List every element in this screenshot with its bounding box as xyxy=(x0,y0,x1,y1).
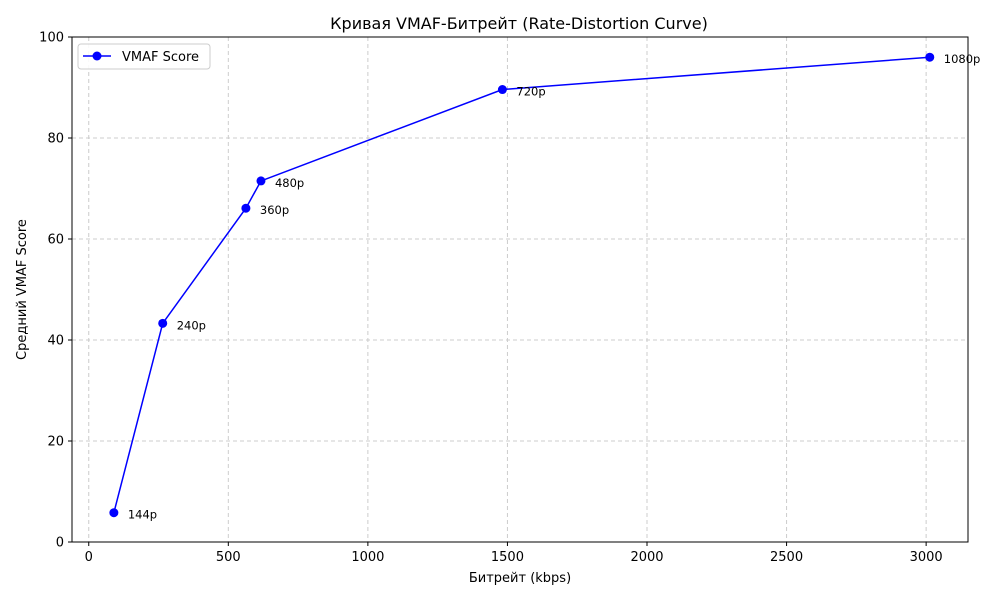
point-label: 1080p xyxy=(944,52,981,66)
x-tick-label: 500 xyxy=(216,550,241,565)
y-axis-ticks: 0 20 40 60 80 100 xyxy=(39,31,72,551)
point-label: 144p xyxy=(128,508,157,522)
legend: VMAF Score xyxy=(77,43,211,70)
point-label: 480p xyxy=(275,176,304,190)
series-vmaf-score xyxy=(109,52,935,518)
data-point xyxy=(109,508,119,518)
data-point xyxy=(925,52,935,62)
y-tick-label: 40 xyxy=(47,334,64,349)
y-tick-label: 0 xyxy=(56,536,64,551)
chart-title: Кривая VMAF-Битрейт (Rate-Distortion Cur… xyxy=(330,14,708,33)
y-tick-label: 20 xyxy=(47,435,64,450)
x-axis-label: Битрейт (kbps) xyxy=(469,571,571,586)
plot-frame xyxy=(71,36,969,543)
x-tick-label: 3000 xyxy=(910,550,943,565)
y-tick-label: 80 xyxy=(47,132,64,147)
series-line xyxy=(113,56,930,513)
x-tick-label: 2000 xyxy=(630,550,663,565)
legend-label: VMAF Score xyxy=(122,50,199,65)
y-axis-label: Средний VMAF Score xyxy=(15,219,30,360)
x-tick-label: 1000 xyxy=(351,550,384,565)
x-axis-ticks: 0 500 1000 1500 2000 2500 3000 xyxy=(85,542,943,565)
data-point xyxy=(158,318,168,328)
x-tick-label: 1500 xyxy=(491,550,524,565)
point-label: 360p xyxy=(260,203,289,217)
y-tick-label: 100 xyxy=(39,31,64,46)
y-tick-label: 60 xyxy=(47,233,64,248)
legend-box xyxy=(77,43,211,70)
point-labels: 144p 240p 360p 480p 720p 1080p xyxy=(128,52,980,522)
grid-lines xyxy=(72,36,968,543)
point-label: 240p xyxy=(177,318,206,332)
point-label: 720p xyxy=(516,85,545,99)
x-tick-label: 2500 xyxy=(770,550,803,565)
data-point xyxy=(497,85,507,95)
x-tick-label: 0 xyxy=(85,550,93,565)
data-point xyxy=(241,203,251,213)
legend-marker-swatch xyxy=(92,51,102,61)
data-point xyxy=(256,176,266,186)
